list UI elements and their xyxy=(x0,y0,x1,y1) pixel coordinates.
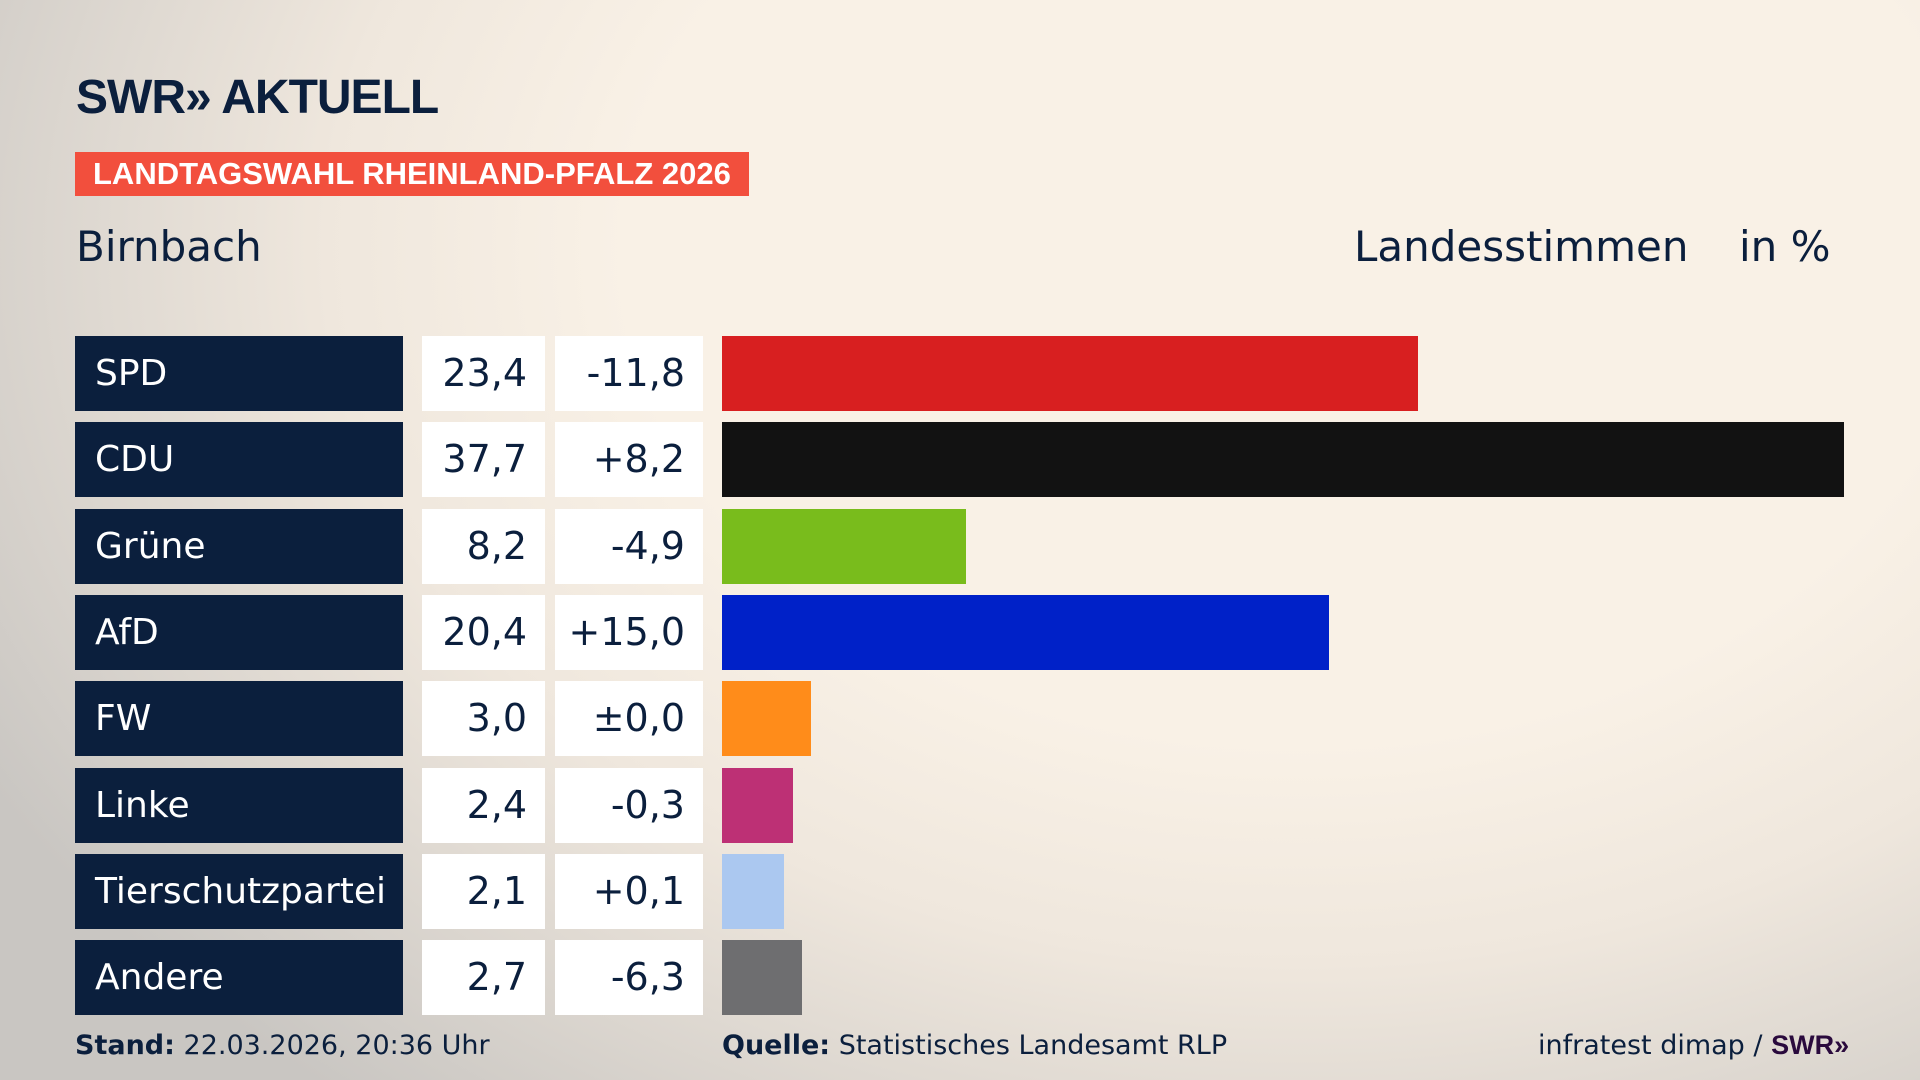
party-name: Linke xyxy=(75,767,403,843)
party-name: Andere xyxy=(75,940,403,1016)
bar-afd xyxy=(722,594,1330,670)
vote-change: ±0,0 xyxy=(555,681,703,757)
vote-change: -4,9 xyxy=(555,508,703,584)
vote-change: -0,3 xyxy=(555,767,703,843)
party-name: Tierschutzpartei xyxy=(75,853,403,929)
measure-label: Landesstimmen xyxy=(1354,222,1689,271)
vote-share: 8,2 xyxy=(422,508,545,584)
credit: infratest dimap / SWR» xyxy=(1538,1030,1849,1061)
bar-grüne xyxy=(722,508,967,584)
party-name: Grüne xyxy=(75,508,403,584)
swr-logo: SWR» xyxy=(1771,1030,1850,1060)
election-banner: LANDTAGSWAHL RHEINLAND-PFALZ 2026 xyxy=(75,152,749,196)
party-name: FW xyxy=(75,681,403,757)
vote-change: -11,8 xyxy=(555,336,703,411)
bar-linke xyxy=(722,767,794,843)
bar-spd xyxy=(722,336,1419,411)
party-name: SPD xyxy=(75,336,403,411)
bar-tierschutzpartei xyxy=(722,853,785,929)
vote-share: 2,1 xyxy=(422,853,545,929)
unit-label: in % xyxy=(1739,222,1831,271)
timestamp: Stand: 22.03.2026, 20:36 Uhr xyxy=(75,1030,490,1061)
vote-change: +8,2 xyxy=(555,422,703,498)
source-value: Statistisches Landesamt RLP xyxy=(838,1030,1228,1061)
bar-andere xyxy=(722,940,803,1016)
party-name: AfD xyxy=(75,594,403,670)
vote-share: 23,4 xyxy=(422,336,545,411)
swr-aktuell-logo: SWR» AKTUELL xyxy=(76,71,439,124)
credit-text: infratest dimap / xyxy=(1538,1030,1763,1061)
vote-change: +0,1 xyxy=(555,853,703,929)
vote-change: -6,3 xyxy=(555,940,703,1016)
bar-cdu xyxy=(722,422,1844,498)
place-name: Birnbach xyxy=(76,222,262,271)
source-label: Quelle: xyxy=(722,1030,831,1061)
stand-value: 22.03.2026, 20:36 Uhr xyxy=(183,1030,490,1061)
vote-share: 2,4 xyxy=(422,767,545,843)
source: Quelle: Statistisches Landesamt RLP xyxy=(722,1030,1227,1061)
stand-label: Stand: xyxy=(75,1030,175,1061)
vote-share: 37,7 xyxy=(422,422,545,498)
vote-share: 20,4 xyxy=(422,594,545,670)
vote-share: 2,7 xyxy=(422,940,545,1016)
vote-share: 3,0 xyxy=(422,681,545,757)
bar-fw xyxy=(722,681,812,757)
vote-change: +15,0 xyxy=(555,594,703,670)
party-name: CDU xyxy=(75,422,403,498)
